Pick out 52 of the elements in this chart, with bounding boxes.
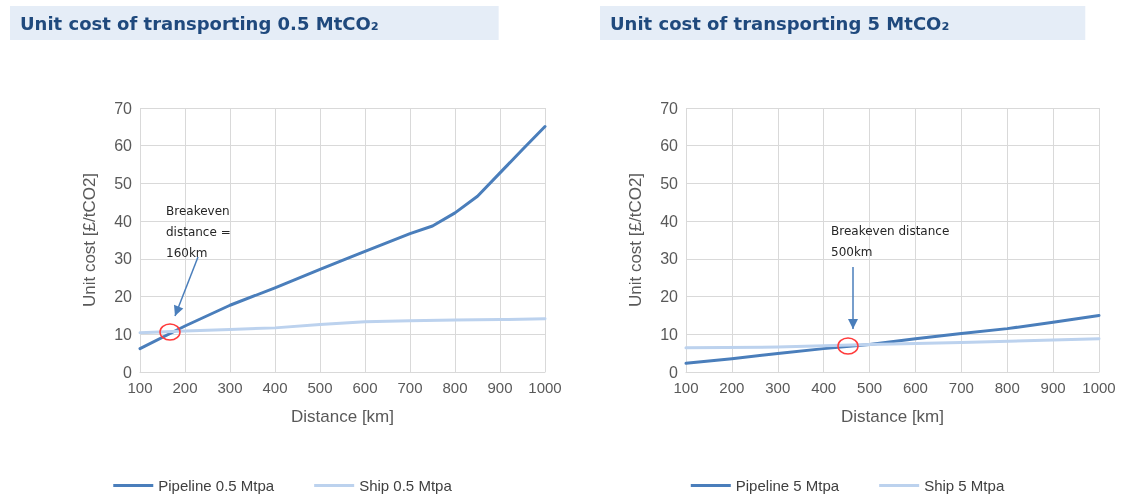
legend-label: Pipeline 5 Mtpa <box>735 477 840 494</box>
chart-title: Unit cost of transporting 5 MtCO₂ <box>610 12 950 34</box>
y-tick-label: 30 <box>660 250 679 268</box>
x-tick-label: 400 <box>811 379 837 396</box>
x-axis-title: Distance [km] <box>841 407 944 426</box>
y-axis-title: Unit cost [£/tCO2] <box>626 172 645 308</box>
y-tick-label: 0 <box>123 363 133 381</box>
y-tick-label: 50 <box>660 174 679 192</box>
chart-title: Unit cost of transporting 0.5 MtCO₂ <box>20 12 379 34</box>
y-tick-label: 70 <box>114 99 133 117</box>
line-series <box>138 317 547 335</box>
x-tick-label: 600 <box>352 379 378 396</box>
legend-label: Pipeline 0.5 Mtpa <box>158 477 275 494</box>
y-tick-label: 50 <box>114 174 133 192</box>
x-tick-label: 800 <box>442 379 468 396</box>
x-tick-label: 100 <box>127 379 153 396</box>
x-axis-title: Distance [km] <box>291 407 394 426</box>
x-tick-label: 500 <box>857 379 883 396</box>
legend-label: Ship 5 Mtpa <box>924 477 1005 494</box>
x-tick-label: 1000 <box>528 379 562 396</box>
y-tick-label: 0 <box>669 363 679 381</box>
x-tick-label: 300 <box>765 379 791 396</box>
x-tick-label: 400 <box>262 379 288 396</box>
line-series <box>138 124 547 351</box>
x-tick-label: 900 <box>1040 379 1066 396</box>
y-axis-title: Unit cost [£/tCO2] <box>80 172 99 308</box>
x-tick-label: 900 <box>487 379 513 396</box>
y-tick-label: 10 <box>114 325 133 343</box>
y-tick-label: 60 <box>660 137 679 155</box>
x-tick-label: 700 <box>397 379 423 396</box>
y-tick-label: 30 <box>114 250 133 268</box>
legend-label: Ship 0.5 Mtpa <box>359 477 453 494</box>
x-tick-label: 700 <box>948 379 974 396</box>
y-tick-label: 20 <box>660 288 679 306</box>
annotation: Breakeven distance 500km <box>831 223 954 259</box>
line-series <box>684 313 1101 365</box>
y-tick-label: 40 <box>660 212 679 230</box>
x-tick-label: 200 <box>172 379 198 396</box>
x-tick-label: 1000 <box>1082 379 1116 396</box>
x-tick-label: 600 <box>902 379 928 396</box>
y-tick-label: 10 <box>660 325 679 343</box>
y-tick-label: 40 <box>114 212 133 230</box>
y-tick-label: 60 <box>114 137 133 155</box>
x-tick-label: 500 <box>307 379 333 396</box>
x-tick-label: 200 <box>719 379 745 396</box>
line-series <box>684 337 1101 350</box>
annotation: Breakeven distance = 160km <box>166 203 235 260</box>
y-tick-label: 70 <box>660 99 679 117</box>
x-tick-label: 100 <box>673 379 699 396</box>
y-tick-label: 20 <box>114 288 133 306</box>
x-tick-label: 300 <box>217 379 243 396</box>
x-tick-label: 800 <box>994 379 1020 396</box>
